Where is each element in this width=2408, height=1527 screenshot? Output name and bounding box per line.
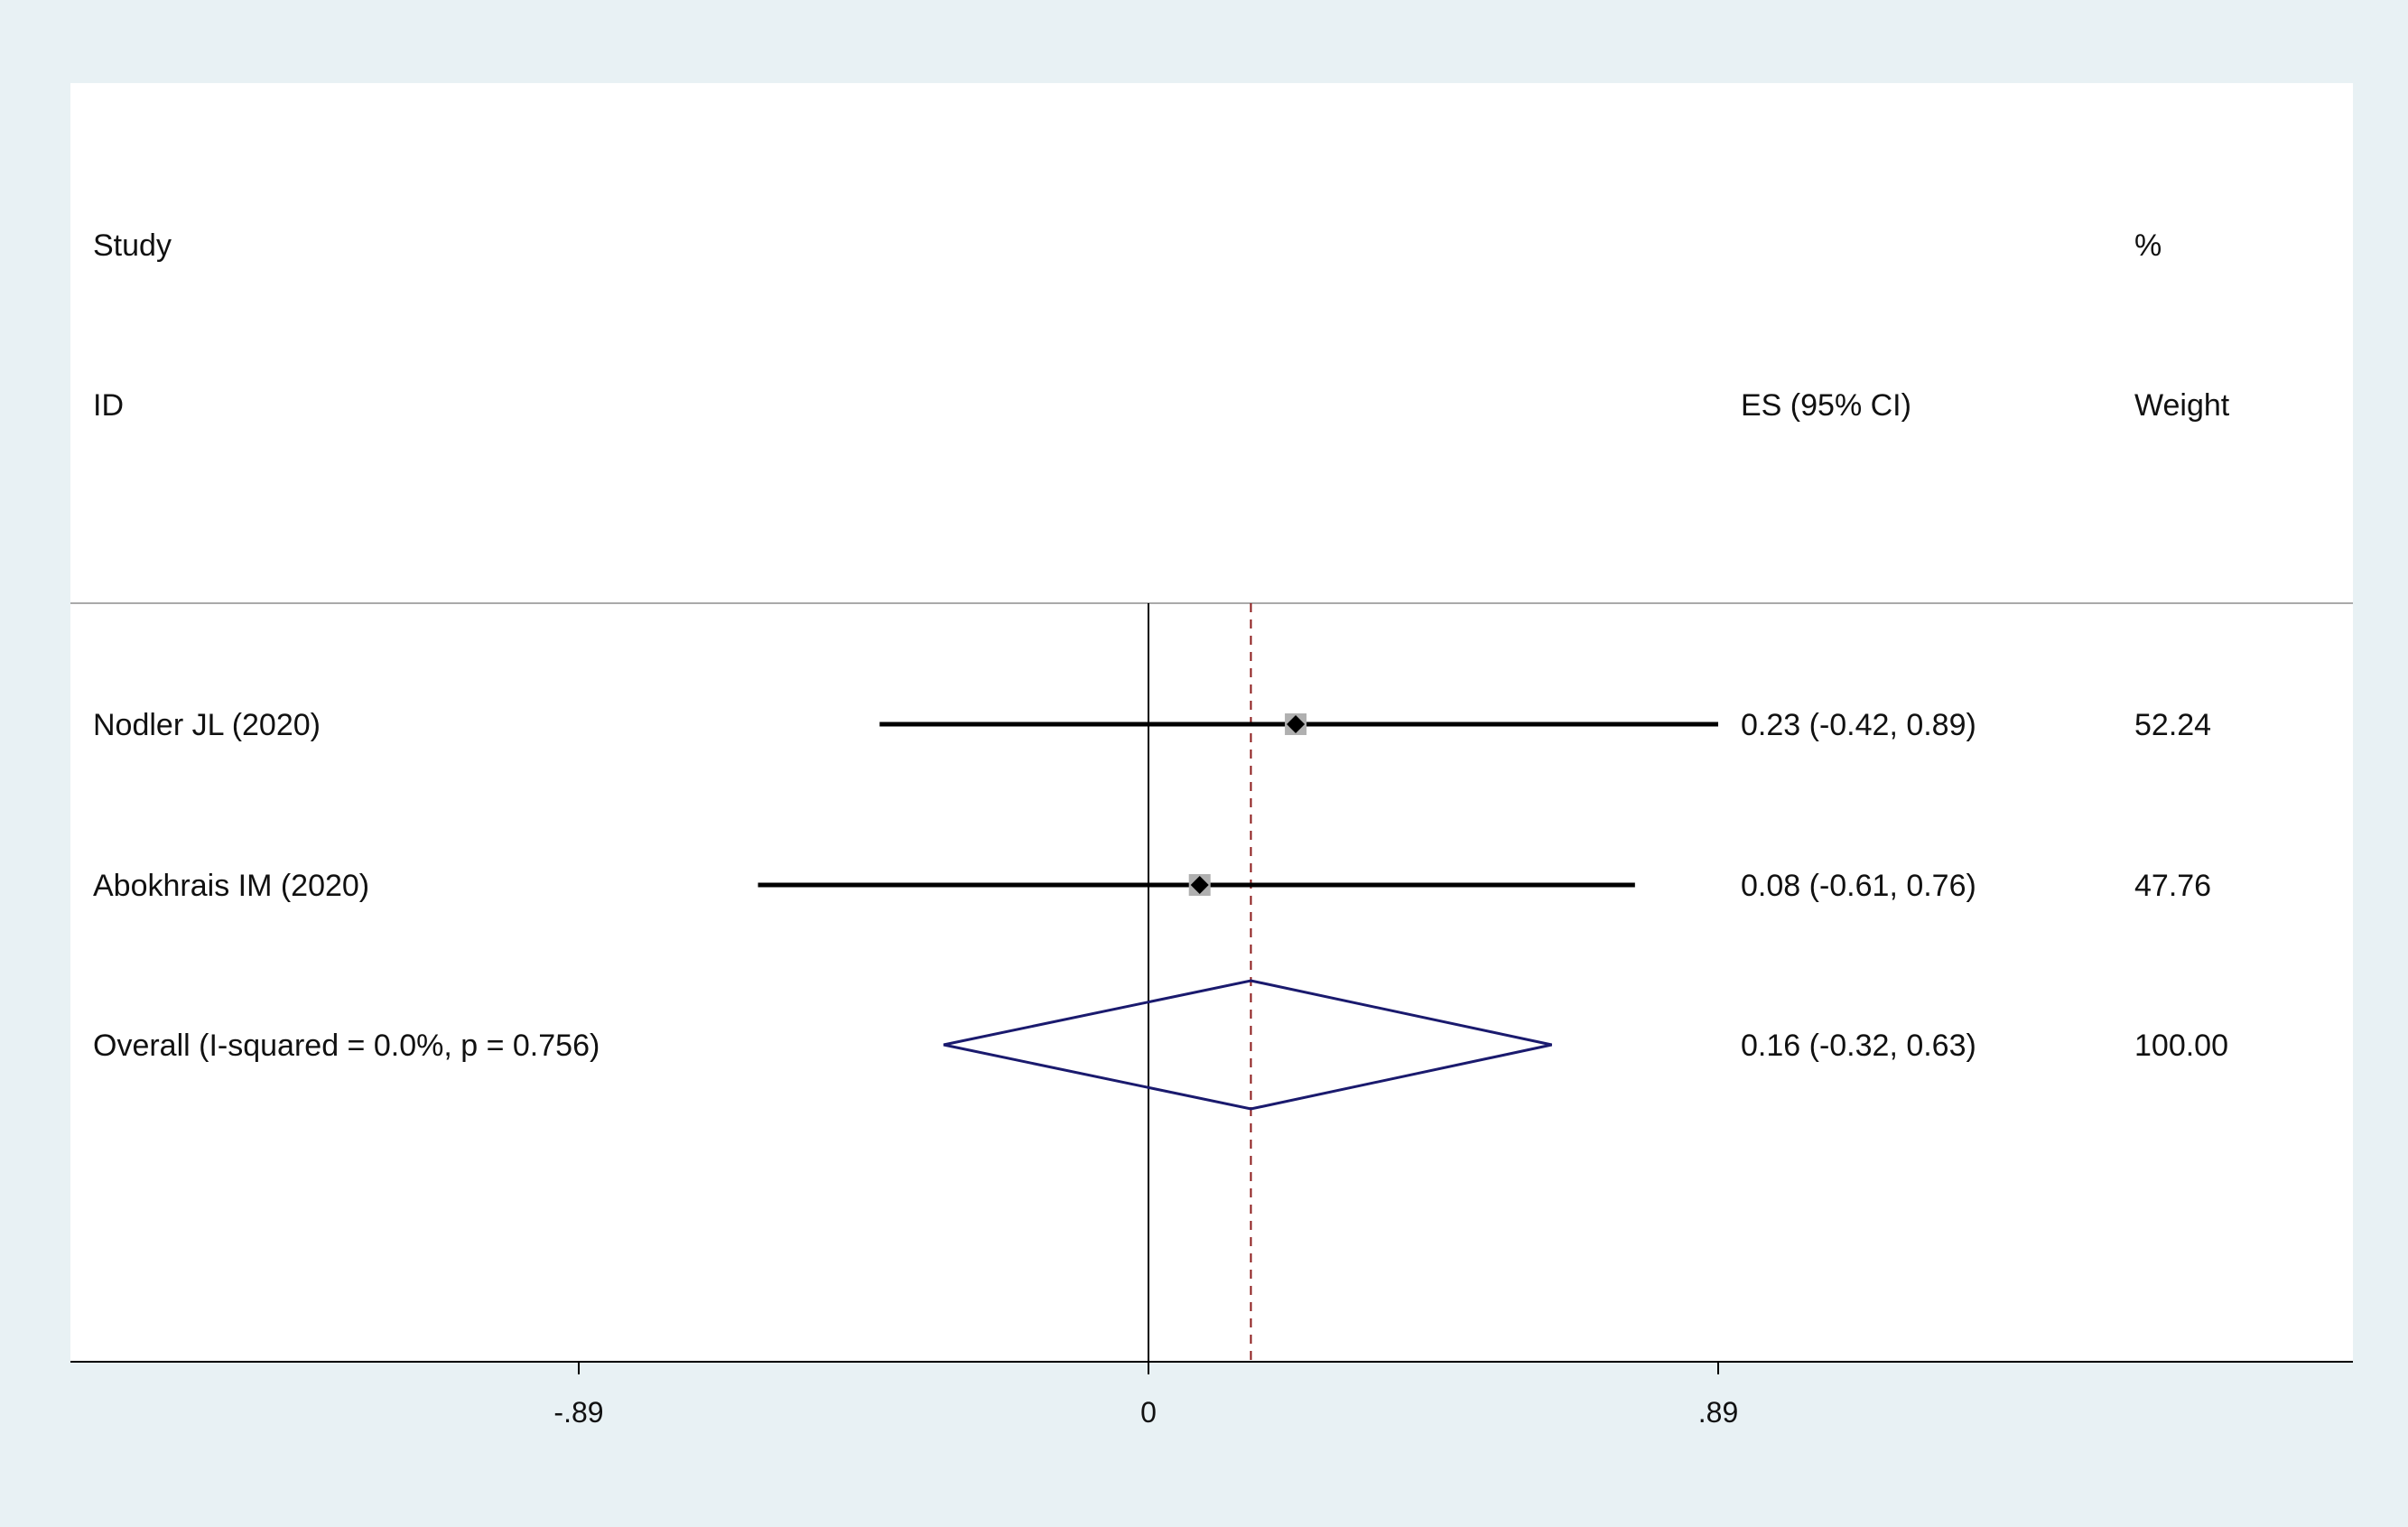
es-header: ES (95% CI) — [1741, 388, 1911, 423]
weight-header-top: % — [2134, 228, 2162, 263]
study-row: Abokhrais IM (2020) 0.08 (-0.61, 0.76) 47.… — [93, 869, 2211, 903]
study-header-top: Study — [93, 228, 172, 263]
weight-header-bottom: Weight — [2134, 388, 2230, 423]
overall-weight-text: 100.00 — [2134, 1029, 2228, 1063]
weight-text: 47.76 — [2134, 869, 2211, 903]
study-header-bottom: ID — [93, 388, 124, 423]
overall-label: Overall (I-squared = 0.0%, p = 0.756) — [93, 1029, 600, 1063]
study-row: Nodler JL (2020) 0.23 (-0.42, 0.89) 52.24 — [93, 708, 2211, 742]
point-estimate-marker — [1287, 715, 1306, 733]
overall-row: Overall (I-squared = 0.0%, p = 0.756) 0.1… — [93, 979, 2228, 1111]
effect-size-text: 0.08 (-0.61, 0.76) — [1741, 869, 1976, 903]
x-axis: -.89 0 .89 — [70, 603, 2353, 1429]
column-headers: Study ID ES (95% CI) % Weight — [93, 228, 2230, 423]
weight-text: 52.24 — [2134, 708, 2211, 742]
study-label: Nodler JL (2020) — [93, 708, 321, 742]
point-estimate-marker — [1190, 876, 1209, 894]
x-tick-label: .89 — [1698, 1396, 1738, 1429]
effect-size-text: 0.23 (-0.42, 0.89) — [1741, 708, 1976, 742]
study-rows: Nodler JL (2020) 0.23 (-0.42, 0.89) 52.24 A… — [93, 708, 2228, 1111]
x-tick-label: 0 — [1140, 1396, 1157, 1429]
x-tick-label: -.89 — [553, 1396, 603, 1429]
study-label: Abokhrais IM (2020) — [93, 869, 369, 903]
overall-effect-size-text: 0.16 (-0.32, 0.63) — [1741, 1029, 1976, 1063]
overall-diamond — [943, 979, 1552, 1111]
